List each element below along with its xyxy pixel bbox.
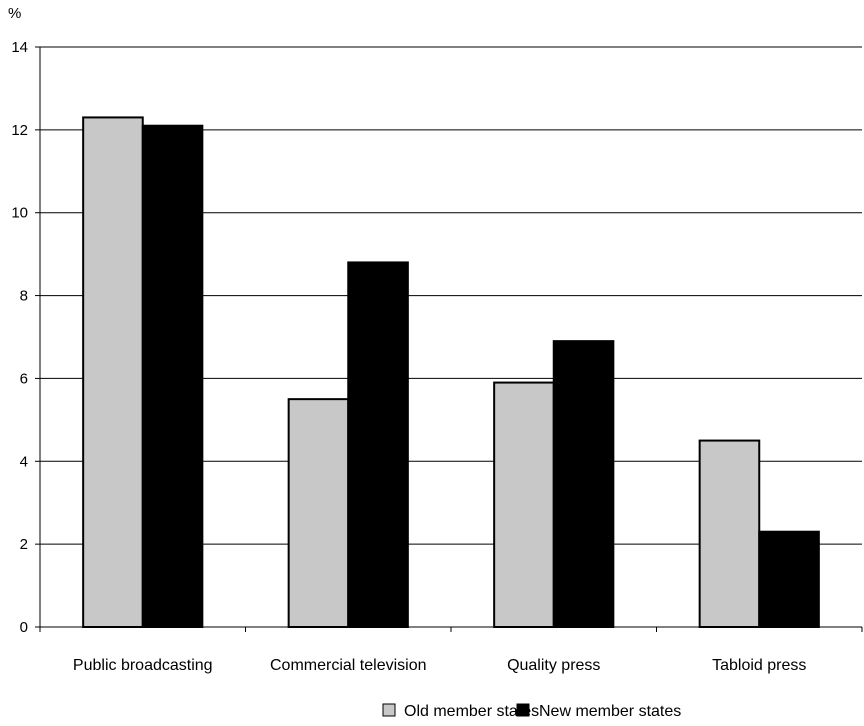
category-label: Tabloid press [712,657,806,674]
y-tick-label: 6 [20,370,28,387]
category-label: Public broadcasting [73,657,213,674]
y-tick-label: 14 [11,39,28,56]
y-tick-label: 4 [20,453,28,470]
axes [35,46,863,632]
legend-swatch [382,703,396,717]
category-label: Quality press [507,657,600,674]
bar [141,124,204,628]
y-tick-label: 8 [20,288,28,305]
bar [758,530,820,629]
y-tick-label: 2 [20,536,28,553]
bar [552,340,615,628]
y-tick-label: 12 [11,122,28,139]
y-axis-unit-label: % [8,5,21,22]
y-tick-label: 0 [20,619,28,636]
bar [287,398,350,628]
category-labels: Public broadcasting Commercial television… [73,657,806,674]
bar [698,439,761,629]
category-label: Commercial television [270,657,427,674]
bars [82,116,820,629]
legend-swatch [516,703,530,717]
y-tick-label: 10 [11,205,28,222]
bar [347,261,409,628]
legend-label: Old member states [404,703,539,720]
y-tick-labels: 0 2 4 6 8 10 12 14 [11,39,28,636]
legend-label: New member states [539,703,681,720]
bar [82,116,144,629]
bar [493,381,555,629]
legend: Old member states New member states [382,703,681,720]
